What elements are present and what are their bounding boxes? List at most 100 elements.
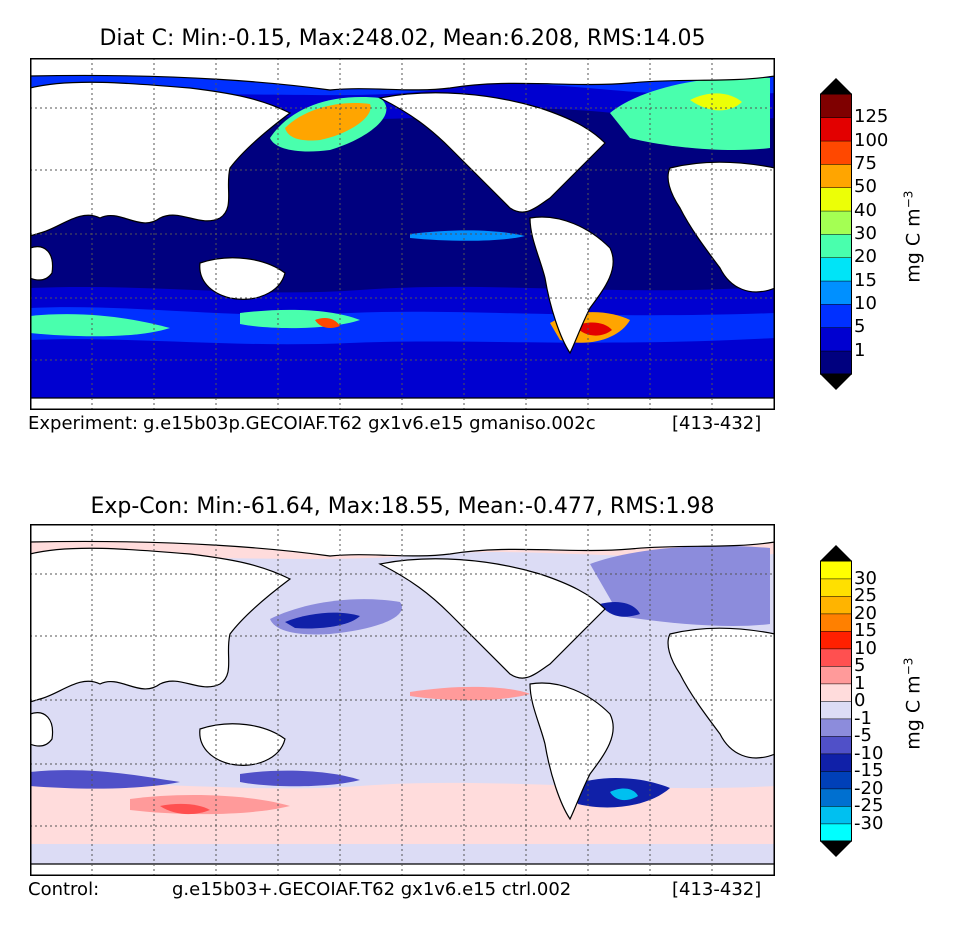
- colorbar-swatch: [819, 630, 853, 650]
- land-southeast-asia: [30, 246, 54, 281]
- land-south-america: [529, 216, 614, 355]
- footer-control-label: Control:: [28, 879, 100, 900]
- patch-new-zealand-red: [315, 318, 340, 328]
- diat-c-map-plot: [30, 58, 775, 410]
- colorbar-extend-max: [820, 545, 852, 561]
- colorbar-tick-label: 75: [854, 153, 877, 174]
- patch-north-atlantic-green: [610, 77, 770, 150]
- colorbar-extend-min: [820, 841, 852, 857]
- exp-con-map-plot: [30, 524, 775, 876]
- patch-equatorial-pacific: [410, 230, 525, 241]
- colorbar-tick-label: 100: [854, 129, 889, 151]
- colorbar-tick-label: -10: [854, 742, 884, 764]
- land-masses: [30, 58, 775, 410]
- colorbar-swatch: [819, 613, 853, 632]
- land-eurasia: [30, 547, 292, 703]
- colorbar-diat-c-swatches: [819, 78, 853, 390]
- colorbar-tick-label: 30: [854, 223, 877, 244]
- colorbar-swatch: [819, 700, 853, 720]
- map-title-exp-con: Exp-Con: Min:-61.64, Max:18.55, Mean:-0.…: [90, 494, 715, 519]
- land-north-america: [378, 92, 606, 213]
- colorbar-swatch: [819, 648, 853, 667]
- land-south-america: [529, 682, 614, 821]
- colorbar-tick-label: 40: [854, 199, 877, 221]
- land-australia: [199, 257, 286, 300]
- land-eurasia: [30, 81, 292, 237]
- colorbar-tick-label: 15: [854, 620, 877, 641]
- patch-gulf-stream-blue: [600, 602, 640, 617]
- colorbar-swatch: [819, 187, 853, 212]
- colorbar-swatch: [819, 350, 853, 375]
- colorbar-swatch: [819, 665, 853, 685]
- colorbar-swatch: [819, 578, 853, 597]
- colorbar-tick-label: -5: [854, 725, 872, 746]
- patch-equatorial-pink: [410, 686, 530, 701]
- colorbar-tick-label: 50: [854, 176, 877, 198]
- colorbar-tick-label: -30: [854, 812, 884, 834]
- patch-southern-red: [160, 803, 210, 815]
- colorbar-swatch: [819, 560, 853, 580]
- colorbar-tick-label: -20: [854, 777, 884, 799]
- colorbar-diat-c: [819, 78, 853, 394]
- colorbar-swatch: [819, 595, 853, 615]
- colorbar-tick-label: 10: [854, 637, 877, 659]
- map-frame: [30, 524, 775, 876]
- colorbar-frame: [820, 560, 852, 842]
- colorbar-swatch: [819, 233, 853, 258]
- colorbar-swatch: [819, 163, 853, 188]
- map-title-diat-c: Diat C: Min:-0.15, Max:248.02, Mean:6.20…: [99, 26, 706, 51]
- land-australia: [199, 723, 286, 766]
- colorbar-extend-min: [820, 374, 852, 390]
- footer-experiment-label: Experiment:: [28, 413, 139, 434]
- colorbar-tick-label: 0: [854, 690, 866, 711]
- footer-control-years: [413-432]: [672, 879, 762, 900]
- colorbar-swatch: [819, 117, 853, 142]
- patch-north-pacific-blue: [285, 612, 360, 629]
- colorbar-frame: [820, 93, 852, 375]
- land-masses: [30, 524, 775, 876]
- colorbar-tick-label: 20: [854, 246, 877, 268]
- colorbar-swatch: [819, 718, 853, 737]
- colorbar-swatch: [819, 683, 853, 702]
- colorbar-exp-con-swatches: [819, 545, 853, 857]
- patch-north-atlantic-lavender: [590, 545, 770, 627]
- patch-south-indian-blue: [30, 770, 180, 789]
- land-africa: [667, 161, 775, 293]
- colorbar-exp-con: [819, 545, 853, 861]
- colorbar-tick-label: 20: [854, 602, 877, 624]
- exp-con-map: [30, 524, 775, 876]
- footer-experiment-case: g.e15b03p.GECOIAF.T62 gx1v6.e15 gmaniso.…: [143, 413, 596, 434]
- colorbar-tick-label: 1: [854, 339, 866, 361]
- map-frame: [30, 58, 775, 410]
- colorbar-swatch: [819, 210, 853, 235]
- colorbar-tick-label: 25: [854, 585, 877, 606]
- colorbar-swatch: [819, 327, 853, 352]
- patch-north-pacific-orange: [285, 103, 371, 141]
- colorbar-swatch: [819, 823, 853, 842]
- colorbar-swatch: [819, 93, 853, 118]
- colorbar-tick-label: 5: [854, 316, 866, 338]
- colorbar-swatch: [819, 788, 853, 807]
- colorbar-swatch: [819, 770, 853, 790]
- graticule: [30, 58, 775, 410]
- colorbar-swatch: [819, 140, 853, 165]
- colorbar-extend-max: [820, 78, 852, 94]
- colorbar-tick-label: 1: [854, 672, 866, 694]
- diat-c-map: [30, 58, 775, 410]
- patch-patagonia-cyan: [610, 788, 638, 801]
- colorbar-diat-c-unit: mg C m−3: [901, 190, 925, 283]
- colorbar-tick-label: 15: [854, 269, 877, 291]
- land-north-america: [378, 558, 606, 679]
- land-southeast-asia: [30, 712, 54, 747]
- colorbar-swatch: [819, 735, 853, 755]
- colorbar-tick-label: 5: [854, 655, 866, 676]
- colorbar-tick-label: 10: [854, 293, 877, 314]
- colorbar-exp-con-unit: mg C m−3: [901, 657, 925, 750]
- footer-control-case: g.e15b03+.GECOIAF.T62 gx1v6.e15 ctrl.002: [172, 879, 572, 900]
- colorbar-swatch: [819, 257, 853, 282]
- colorbar-tick-label: 30: [854, 567, 877, 589]
- colorbar-tick-label: -1: [854, 707, 872, 729]
- colorbar-tick-label: -15: [854, 760, 884, 781]
- graticule: [30, 524, 775, 876]
- colorbar-swatch: [819, 280, 853, 305]
